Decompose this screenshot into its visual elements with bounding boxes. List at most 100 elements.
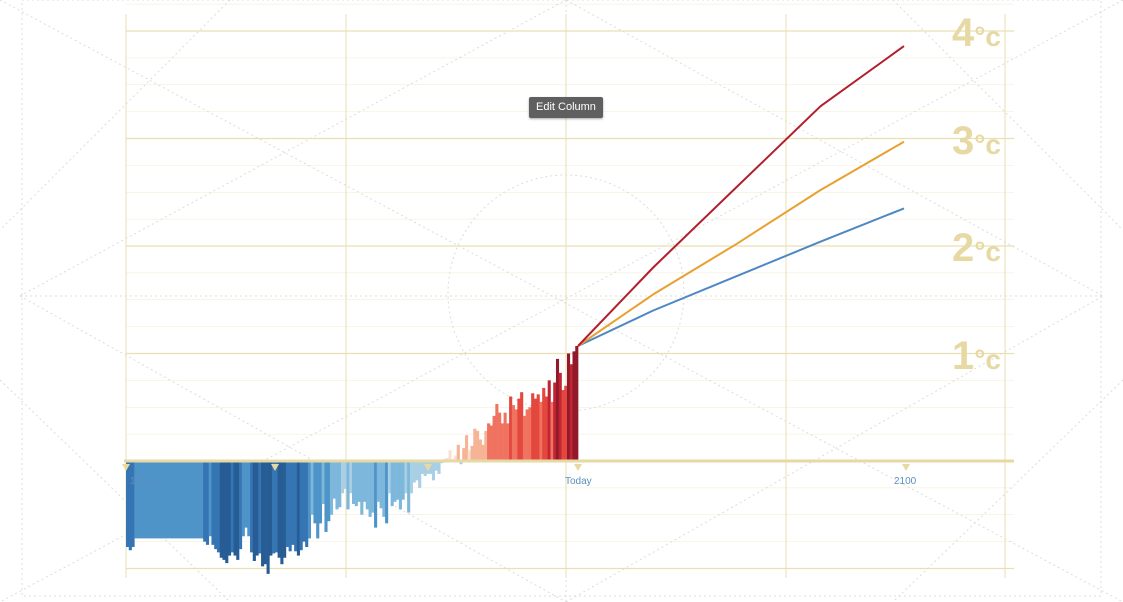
edit-column-tooltip: Edit Column [529,97,603,118]
temperature-bar [393,461,397,502]
temperature-bar [291,461,295,545]
temperature-bar [327,461,331,522]
temperature-bar [531,393,535,461]
temperature-bar [192,461,196,539]
temperature-bar [277,461,281,558]
temperature-bar [470,445,474,461]
temperature-bar [194,461,199,539]
temperature-bar [266,461,270,574]
y-tick-value: 3 [951,118,975,163]
x-tick-label: 1850 [130,476,153,487]
temperature-bar [227,461,232,556]
guide-line [892,0,1123,231]
temperature-bar [305,461,309,547]
guide-line [19,295,567,602]
temperature-bars [126,345,579,574]
temperature-bar [172,461,176,539]
temperature-bar [139,461,143,539]
temperature-bar [302,461,306,542]
temperature-bar [553,382,557,461]
temperature-bar [170,461,174,539]
temperature-bar [465,435,469,461]
temperature-bar [539,401,543,462]
temperature-bar [533,398,538,461]
y-tick-value: 4 [951,11,975,55]
temperature-bar [459,461,463,465]
y-tick-label: 1°c [952,336,1001,376]
temperature-bar [316,461,320,539]
temperature-bar [379,461,383,509]
temperature-bar [148,461,152,539]
temperature-bar [354,461,358,507]
temperature-bar [374,461,378,528]
temperature-bar [415,461,419,481]
temperature-bar [401,461,405,500]
temperature-bar [385,461,389,524]
temperature-bar [252,461,256,561]
temperature-bar [181,461,185,539]
temperature-bar [404,461,408,494]
temperature-bar [437,461,441,474]
temperature-bar [324,461,328,532]
temperature-bar [307,461,312,539]
temperature-bar [222,461,226,560]
temperature-bar [509,396,513,461]
temperature-bar [517,398,521,461]
temperature-bar [294,461,298,552]
projection-lines [577,45,905,347]
temperature-bar [566,353,571,461]
guide-line [892,379,1123,602]
guide-line [565,295,1104,602]
y-tick-unit: °c [974,128,1001,160]
temperature-bar [423,461,427,477]
temperature-bar [368,461,372,517]
temperature-bar [203,461,207,542]
temperature-bar [131,461,135,547]
temperature-bar [360,461,364,515]
temperature-bar [216,461,221,553]
temperature-bar [564,385,568,461]
temperature-bar [528,407,532,461]
temperature-bar [189,461,193,539]
temperature-bar [225,461,229,564]
temperature-bar [321,461,325,504]
temperature-bar [511,405,515,461]
temperature-bar [150,461,154,539]
temperature-bar [214,461,218,550]
temperature-bar [542,387,546,461]
temperature-bar [134,461,138,539]
temperature-bar [525,409,529,461]
y-tick-label: 3°c [952,121,1001,161]
temperature-bar [332,461,336,499]
temperature-bar [183,461,187,539]
temperature-bar [283,461,287,558]
temperature-bar [310,461,314,515]
temperature-bar [492,415,496,461]
axis-marker [122,464,130,471]
temperature-bar [462,448,466,461]
temperature-bar [159,461,163,539]
temperature-bar [398,461,402,510]
temperature-bar [263,461,267,565]
projection-line [577,140,905,347]
temperature-bar [503,412,507,462]
temperature-bar [390,461,394,507]
temperature-bar [420,461,425,474]
temperature-bar [363,461,367,502]
temperature-bar [418,461,422,488]
x-axis [122,459,1014,471]
guide-line [0,379,231,602]
temperature-bar [261,461,265,567]
temperature-bar [186,461,190,539]
temperature-bar [164,461,168,539]
temperature-bar [288,461,292,552]
temperature-bar [145,461,149,539]
temperature-bar [285,461,289,547]
temperature-bar [547,380,551,462]
temperature-bar [382,461,386,517]
temperature-bar [153,461,157,539]
temperature-bar [569,364,573,461]
temperature-bar [178,461,182,539]
temperature-bar [296,461,300,556]
axis-marker [271,464,279,471]
